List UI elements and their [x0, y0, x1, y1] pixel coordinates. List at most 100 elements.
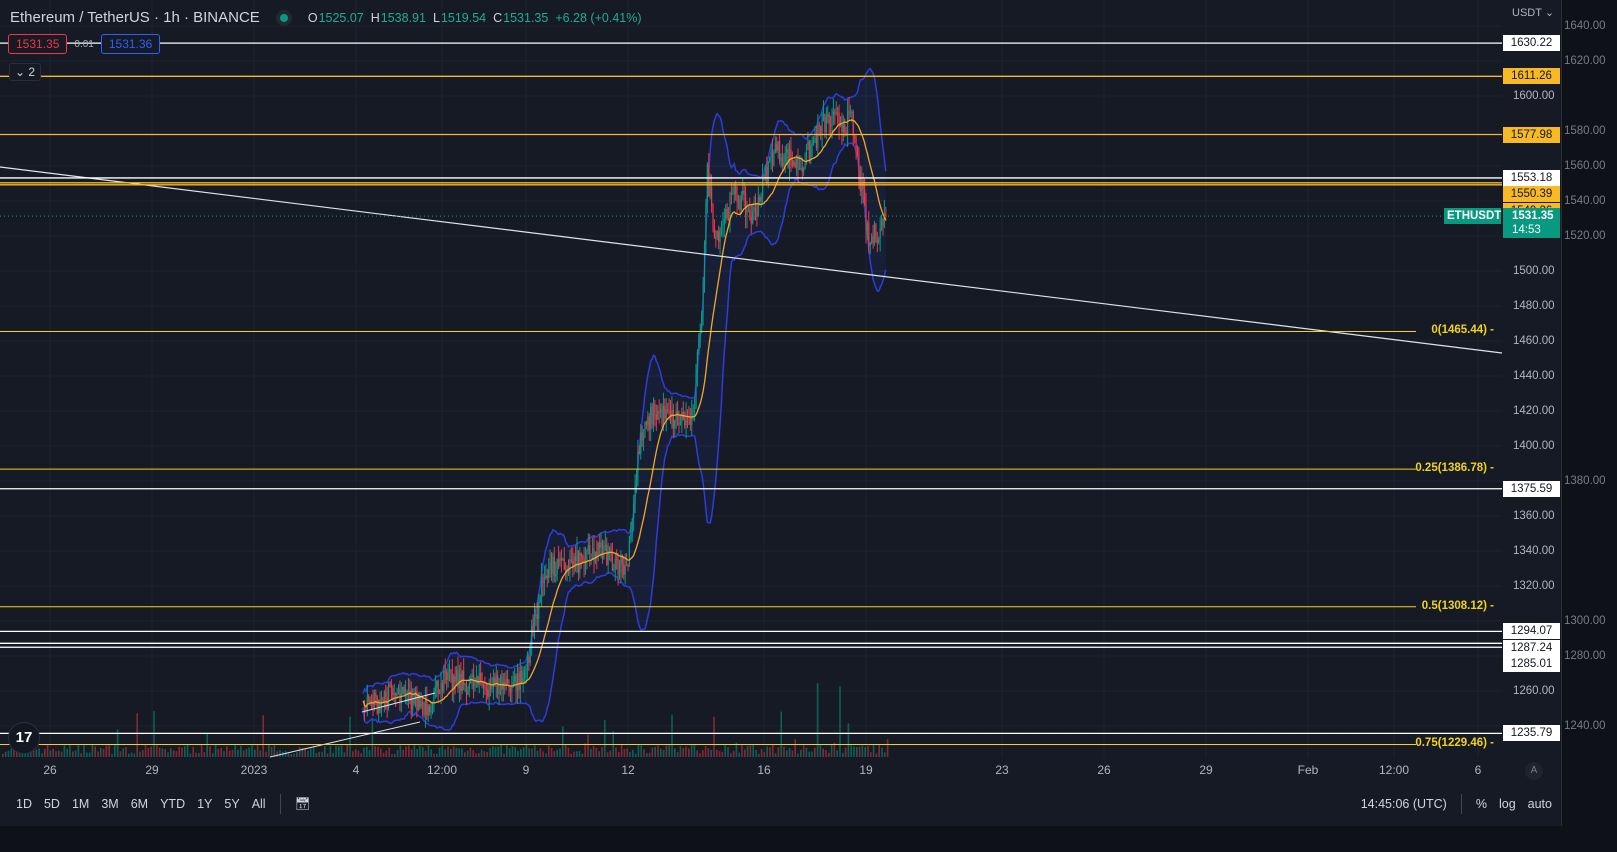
- range-6m-button[interactable]: 6M: [130, 797, 149, 811]
- range-ytd-button[interactable]: YTD: [160, 797, 186, 811]
- volume-bar: [886, 739, 889, 757]
- divider: [279, 794, 281, 814]
- price-tick: 1380.00: [1564, 475, 1606, 487]
- sell-button[interactable]: 1531.35: [8, 34, 68, 54]
- volume-bar: [452, 746, 455, 757]
- volume-bar: [158, 747, 161, 757]
- percent-toggle[interactable]: %: [1475, 797, 1487, 811]
- time-tick: 2023: [240, 763, 268, 777]
- currency-select[interactable]: USDT ⌄: [1512, 7, 1554, 20]
- candle-body: [824, 113, 826, 132]
- date-range-icon[interactable]: 📅︎: [294, 796, 311, 811]
- candle-body: [771, 152, 774, 166]
- volume-bar: [4, 751, 7, 757]
- legend-header: Ethereum / TetherUS · 1h · BINANCE O 1525…: [10, 9, 642, 26]
- volume-bar: [550, 747, 553, 757]
- candle-body: [735, 184, 737, 195]
- level-price-label[interactable]: 1285.01: [1503, 656, 1560, 673]
- candle-body: [375, 693, 377, 697]
- volume-bar: [396, 749, 399, 757]
- volume-bar: [870, 752, 872, 757]
- range-5d-button[interactable]: 5D: [43, 797, 60, 811]
- volume-bar: [872, 744, 875, 757]
- candle-body: [494, 677, 496, 685]
- candle-body: [557, 559, 560, 566]
- volume-bar: [514, 747, 516, 757]
- range-all-button[interactable]: All: [251, 797, 266, 811]
- level-price-label[interactable]: 1294.07: [1503, 623, 1560, 640]
- candle-body: [811, 143, 813, 146]
- candle-body: [390, 684, 393, 689]
- level-price-label[interactable]: 1611.26: [1503, 68, 1560, 85]
- log-toggle[interactable]: log: [1498, 797, 1516, 811]
- fib-level-text: 0.75(1229.46): [1415, 737, 1487, 750]
- candle-body: [684, 419, 686, 426]
- chevron-down-icon: ⌄: [15, 65, 26, 79]
- candle-body: [695, 373, 697, 408]
- chart-canvas[interactable]: [0, 0, 1562, 790]
- candle-body: [460, 673, 462, 692]
- range-1d-button[interactable]: 1D: [16, 797, 32, 811]
- volume-bar: [741, 744, 743, 757]
- current-price: 1531.35: [1512, 210, 1554, 223]
- candle-body: [815, 137, 818, 148]
- level-price-label[interactable]: 1630.22: [1503, 35, 1560, 52]
- level-price-label[interactable]: 1287.24: [1503, 639, 1560, 656]
- candle-body: [433, 692, 435, 705]
- candle-body: [538, 602, 540, 619]
- candle-body: [866, 222, 869, 231]
- candle-body: [532, 625, 534, 630]
- level-price-label[interactable]: 1550.39: [1503, 186, 1560, 203]
- price-tick: 1280.00: [1564, 650, 1606, 662]
- candle-body: [593, 548, 595, 563]
- candle-body: [880, 218, 883, 229]
- tradingview-logo[interactable]: 17: [8, 722, 40, 754]
- volume-bar: [783, 746, 785, 757]
- symbol-title[interactable]: Ethereum / TetherUS · 1h · BINANCE: [10, 9, 260, 26]
- volume-bar: [805, 747, 808, 757]
- level-price-label[interactable]: 1235.79: [1503, 725, 1560, 742]
- candle-body: [437, 680, 439, 694]
- range-1m-button[interactable]: 1M: [71, 797, 90, 811]
- level-price-label[interactable]: 1577.98: [1503, 126, 1560, 143]
- candle-body: [795, 156, 798, 168]
- candle-body: [798, 168, 801, 170]
- indicators-toggle[interactable]: ⌄ 2: [9, 63, 42, 81]
- range-1y-button[interactable]: 1Y: [197, 797, 213, 811]
- candle-body: [448, 669, 451, 671]
- candle-body: [872, 236, 874, 244]
- candle-body: [531, 625, 533, 645]
- candle-body: [793, 162, 795, 166]
- candle-body: [844, 124, 846, 133]
- buy-button[interactable]: 1531.36: [100, 34, 161, 54]
- volume-bar: [268, 744, 270, 757]
- level-price-label[interactable]: 1375.59: [1503, 480, 1560, 497]
- candle-body: [767, 161, 769, 184]
- auto-scale-button[interactable]: A: [1525, 762, 1543, 780]
- volume-bar: [413, 745, 416, 757]
- volume-bar: [198, 753, 200, 757]
- high-label: H: [370, 10, 380, 25]
- auto-toggle[interactable]: auto: [1527, 797, 1552, 811]
- volume-bar: [279, 750, 281, 757]
- volume-bar: [189, 753, 192, 757]
- candle-body: [540, 576, 543, 597]
- candle-body: [784, 152, 786, 163]
- time-tick: 12:00: [426, 763, 458, 777]
- volume-bar: [710, 749, 712, 757]
- candle-body: [569, 559, 571, 574]
- volume-bar: [716, 749, 718, 757]
- range-3m-button[interactable]: 3M: [101, 797, 119, 811]
- candle-body: [637, 451, 639, 473]
- candle-body: [478, 672, 480, 685]
- level-price-label[interactable]: 1553.18: [1503, 169, 1560, 186]
- volume-bar: [735, 742, 738, 757]
- candle-body: [790, 149, 792, 161]
- candle-body: [420, 702, 422, 708]
- volume-bar: [86, 752, 88, 757]
- candle-body: [801, 168, 803, 172]
- range-5y-button[interactable]: 5Y: [224, 797, 240, 811]
- volume-bar: [856, 746, 858, 757]
- candle-body: [545, 575, 547, 578]
- utc-clock[interactable]: 14:45:06 (UTC): [1360, 797, 1447, 811]
